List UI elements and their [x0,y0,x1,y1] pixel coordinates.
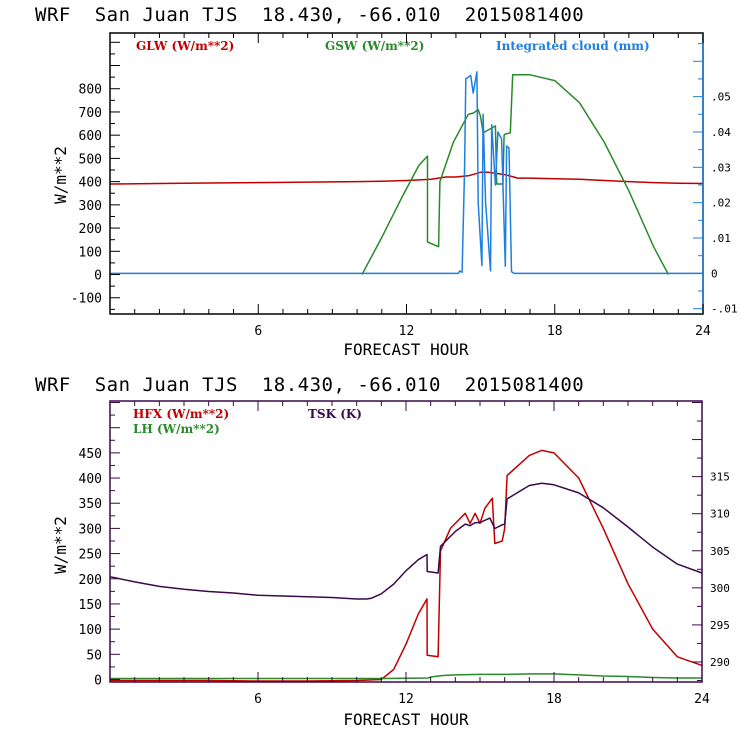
series-line-tsk [109,482,703,600]
x-tick-label: 24 [694,692,710,707]
y-tick-label: 150 [79,598,102,613]
y-tick-label: 700 [79,106,102,121]
series-line-lh [110,673,702,680]
y-tick-label: 200 [79,573,102,588]
y2-tick-label: 315 [710,471,730,484]
y-tick-label: 250 [79,548,102,563]
axis-ticks: 6 12 18 24 0 50 100 150 200 250 300 350 400 450 290 295… [79,401,730,707]
panel-fluxes: WRF San Juan TJS 18.430, -66.010 2015081… [35,374,730,729]
series-group [109,449,703,682]
y2-tick-label: 300 [710,582,730,595]
y2-tick-label: .01 [711,232,731,245]
series-line-hfx [110,449,703,682]
y-tick-label: 300 [79,522,102,537]
y-tick-label: 350 [79,497,102,512]
legend-tsk: TSK (K) [308,407,362,421]
y-tick-label: 450 [79,447,102,462]
y2-tick-label: 0 [711,267,718,280]
x-axis-label: FORECAST HOUR [343,340,469,359]
y2-tick-label: .05 [711,91,731,104]
y2-tick-label: 295 [710,619,730,632]
panel-radiation: WRF San Juan TJS 18.430, -66.010 2015081… [35,4,738,359]
chart-title: WRF San Juan TJS 18.430, -66.010 2015081… [35,374,584,396]
y-tick-label: 0 [94,673,102,688]
y-tick-label: 100 [79,623,102,638]
axis-ticks: 6 12 18 24 -100 0 100 200 300 400 500 600 700 800 -.01… [71,33,738,339]
y2-tick-label: 305 [710,545,730,558]
y-tick-label: 100 [79,245,102,260]
legend-cloud: Integrated cloud (mm) [496,39,650,53]
legend-lh: LH (W/m**2) [133,422,220,436]
y-axis-label: W/m**2 [51,516,70,574]
series-line-glw [109,171,704,185]
x-tick-label: 18 [547,324,563,339]
legend-gsw: GSW (W/m**2) [325,39,424,53]
x-tick-label: 12 [398,692,414,707]
y2-tick-label: .04 [711,126,731,139]
y-tick-label: -100 [71,292,102,307]
y2-tick-label: 310 [710,508,730,521]
y-tick-label: 400 [79,472,102,487]
legend-glw: GLW (W/m**2) [136,39,234,53]
x-tick-label: 12 [399,324,415,339]
x-axis-label: FORECAST HOUR [343,710,469,729]
y-tick-label: 800 [79,83,102,98]
x-tick-label: 6 [254,692,262,707]
y-tick-label: 400 [79,176,102,191]
y2-tick-label: .02 [711,197,731,210]
plot-frame [109,32,704,315]
chart-title: WRF San Juan TJS 18.430, -66.010 2015081… [35,4,584,26]
y-tick-label: 0 [94,269,102,284]
y-tick-label: 300 [79,199,102,214]
x-tick-label: 24 [695,324,711,339]
series-line-integrated [110,71,703,275]
y-tick-label: 50 [86,648,102,663]
y-tick-label: 200 [79,222,102,237]
x-tick-label: 6 [254,324,262,339]
legend-hfx: HFX (W/m**2) [133,407,229,421]
y-tick-label: 500 [79,152,102,167]
y2-tick-label: -.01 [711,303,738,316]
plot-frame [109,400,703,683]
y-axis-label: W/m**2 [51,146,70,204]
x-tick-label: 18 [546,692,562,707]
y2-tick-label: .03 [711,161,731,174]
series-line-gsw [361,74,670,275]
y-tick-label: 600 [79,129,102,144]
y2-tick-label: 290 [710,656,730,669]
series-group [109,71,704,275]
